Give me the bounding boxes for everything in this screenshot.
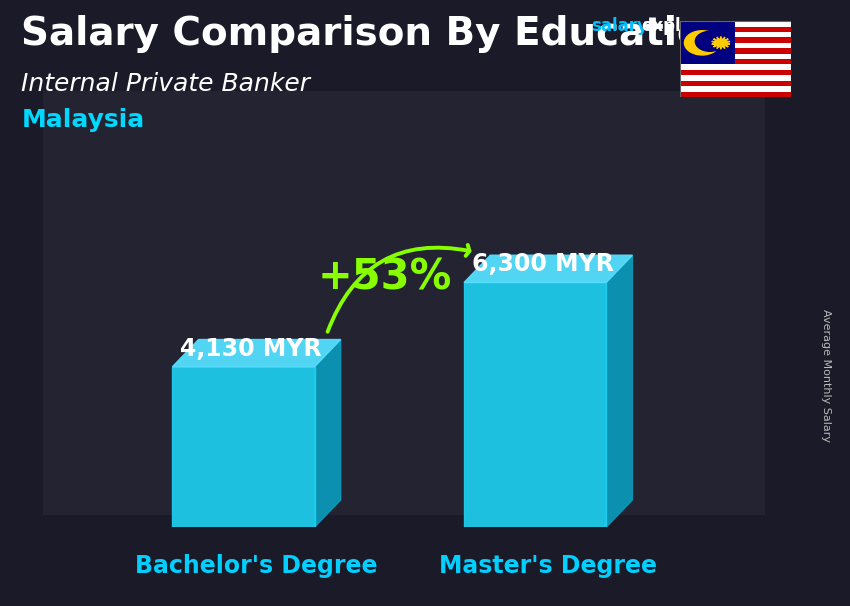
Text: Average Monthly Salary: Average Monthly Salary	[821, 309, 831, 442]
Bar	[680, 75, 790, 81]
Bar	[680, 59, 790, 64]
Text: salary: salary	[591, 17, 648, 35]
Polygon shape	[464, 255, 632, 282]
Bar	[680, 54, 790, 59]
Bar	[680, 92, 790, 97]
Bar	[680, 32, 790, 38]
Bar	[680, 21, 735, 64]
Bar	[680, 48, 790, 54]
Bar	[680, 21, 790, 27]
Circle shape	[684, 31, 720, 55]
Polygon shape	[173, 367, 314, 527]
Circle shape	[695, 32, 724, 52]
Text: Salary Comparison By Education: Salary Comparison By Education	[21, 15, 732, 53]
Bar	[680, 81, 790, 86]
Polygon shape	[173, 339, 341, 367]
Polygon shape	[464, 282, 606, 527]
Text: 6,300 MYR: 6,300 MYR	[472, 252, 614, 276]
Text: +53%: +53%	[317, 256, 452, 298]
Text: 4,130 MYR: 4,130 MYR	[180, 336, 321, 361]
Text: Bachelor's Degree: Bachelor's Degree	[135, 554, 377, 578]
Text: Master's Degree: Master's Degree	[439, 554, 657, 578]
Polygon shape	[711, 36, 730, 49]
Bar	[680, 64, 790, 70]
Bar	[680, 86, 790, 92]
Bar	[680, 43, 790, 48]
Text: Internal Private Banker: Internal Private Banker	[21, 72, 310, 96]
Polygon shape	[314, 339, 341, 527]
Text: explorer.com: explorer.com	[642, 17, 763, 35]
Polygon shape	[606, 255, 632, 527]
Text: Malaysia: Malaysia	[21, 108, 144, 132]
Bar	[680, 70, 790, 75]
Bar	[680, 27, 790, 32]
Bar	[680, 38, 790, 43]
Bar	[42, 91, 765, 515]
